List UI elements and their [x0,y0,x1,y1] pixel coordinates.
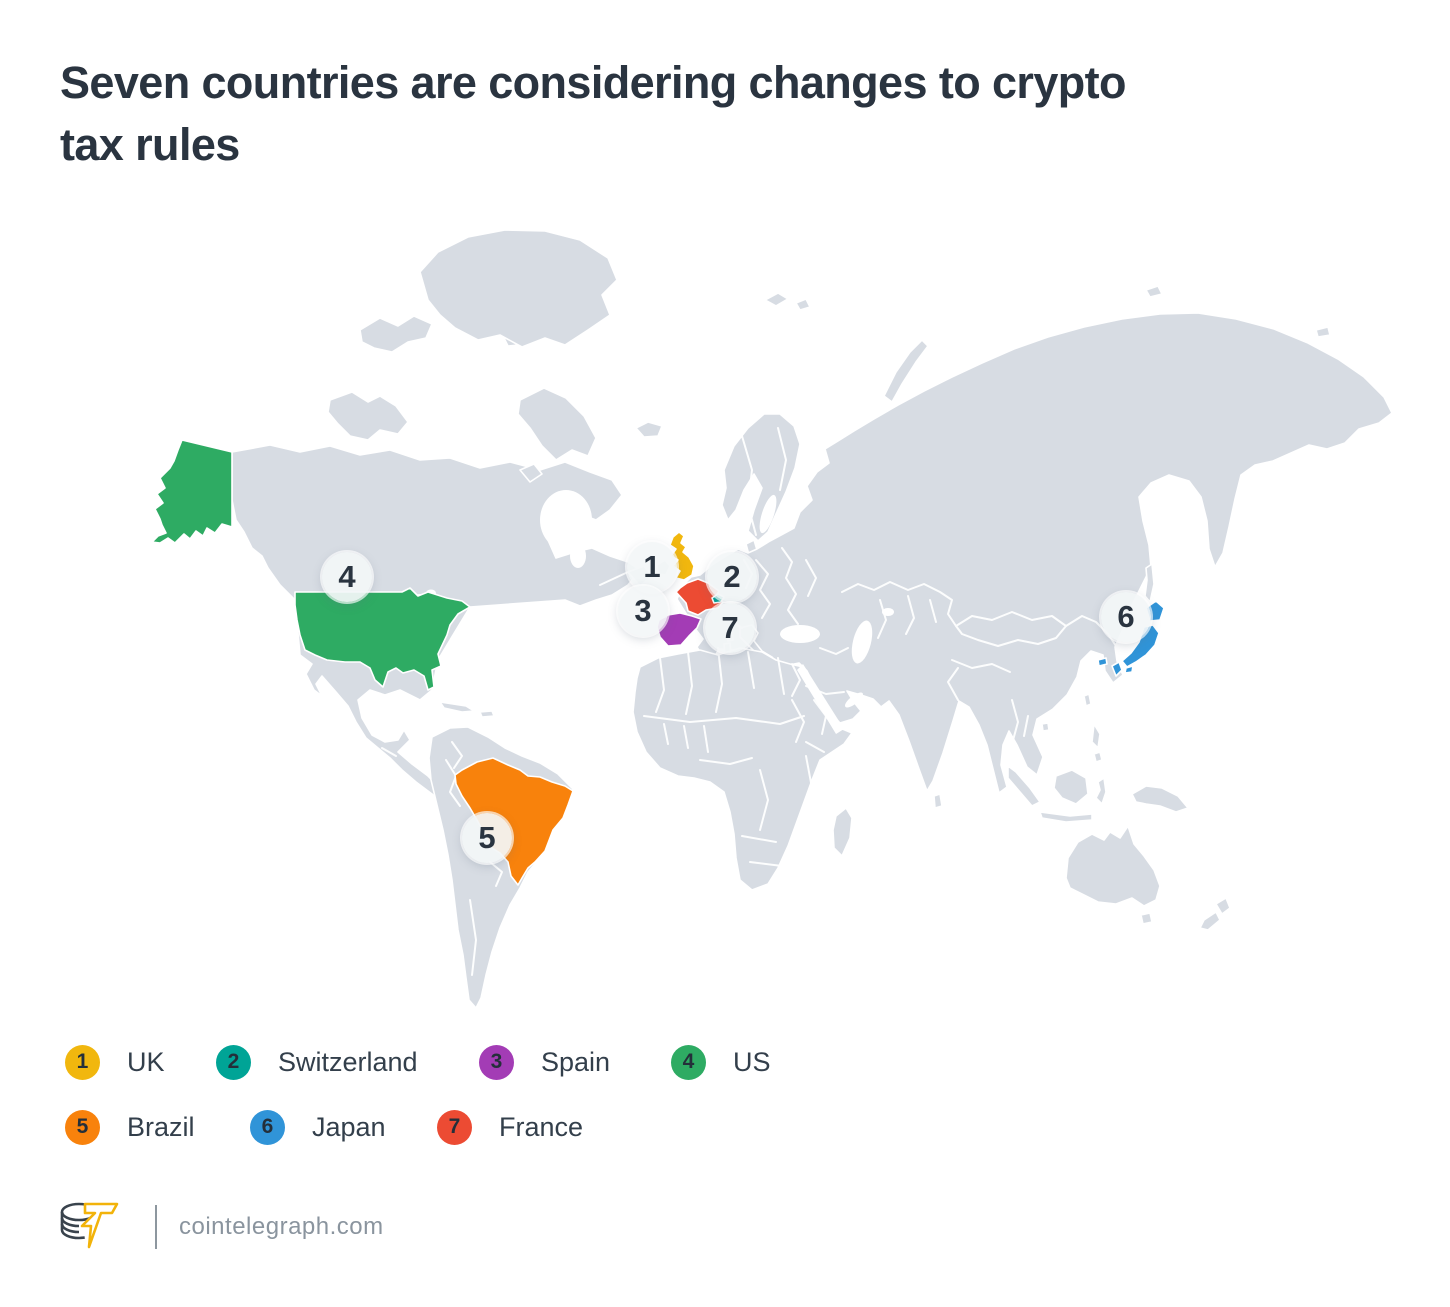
footer: cointelegraph.com [55,1198,384,1256]
country-japan [1097,600,1165,677]
map-marker-spain-number: 3 [634,593,652,628]
legend-label-spain: Spain [541,1046,611,1077]
map-marker-us-number: 4 [338,559,356,594]
legend-badge-spain: 3 [479,1044,514,1080]
cointelegraph-logo-icon [60,1202,119,1249]
map-marker-switzerland: 2 [707,552,757,602]
footer-divider [155,1205,157,1249]
highlighted-countries [151,439,1165,886]
footer-site-text: cointelegraph.com [179,1213,384,1240]
legend-label-us: US [733,1046,771,1077]
country-us [294,587,471,691]
legend-item-us: 4 US [671,1044,771,1080]
country-spain [656,612,702,647]
legend-badge-brazil: 5 [65,1109,100,1145]
legend-badge-us: 4 [671,1044,706,1080]
legend-item-switzerland: 2 Switzerland [216,1044,418,1080]
lightning-t-icon [80,1202,119,1249]
legend-item-japan: 6 Japan [250,1109,386,1145]
page-title-line2: tax rules [60,119,240,170]
page-title: Seven countries are considering changes … [60,52,1350,176]
legend-item-spain: 3 Spain [479,1044,610,1080]
map-marker-france: 7 [705,603,755,653]
map-marker-uk-number: 1 [643,549,661,584]
map-marker-us: 4 [322,552,372,602]
legend-badge-france: 7 [437,1109,472,1145]
legend-badge-uk: 1 [65,1044,100,1080]
legend-badge-switzerland: 2 [216,1044,251,1080]
map-marker-japan: 6 [1101,592,1151,642]
legend-label-uk: UK [127,1046,165,1077]
map-marker-japan-number: 6 [1117,599,1135,634]
legend-item-brazil: 5 Brazil [65,1109,195,1145]
map-marker-brazil-number: 5 [478,820,496,855]
page-title-line1: Seven countries are considering changes … [60,57,1127,108]
legend-badge-japan: 6 [250,1109,285,1145]
legend-item-france: 7 France [437,1109,583,1145]
legend-label-japan: Japan [312,1111,386,1142]
legend-item-uk: 1 UK [65,1044,165,1080]
country-borders [381,427,1117,976]
map-marker-switzerland-number: 2 [723,559,741,594]
map-marker-france-number: 7 [721,610,739,645]
legend-label-brazil: Brazil [127,1111,195,1142]
legend-label-switzerland: Switzerland [278,1046,418,1077]
country-us-alaska [151,439,233,544]
water-cutouts [402,490,894,734]
map-marker-spain: 3 [618,586,668,636]
map-marker-brazil: 5 [462,813,512,863]
map-marker-uk: 1 [627,542,677,592]
legend-label-france: France [499,1111,584,1142]
